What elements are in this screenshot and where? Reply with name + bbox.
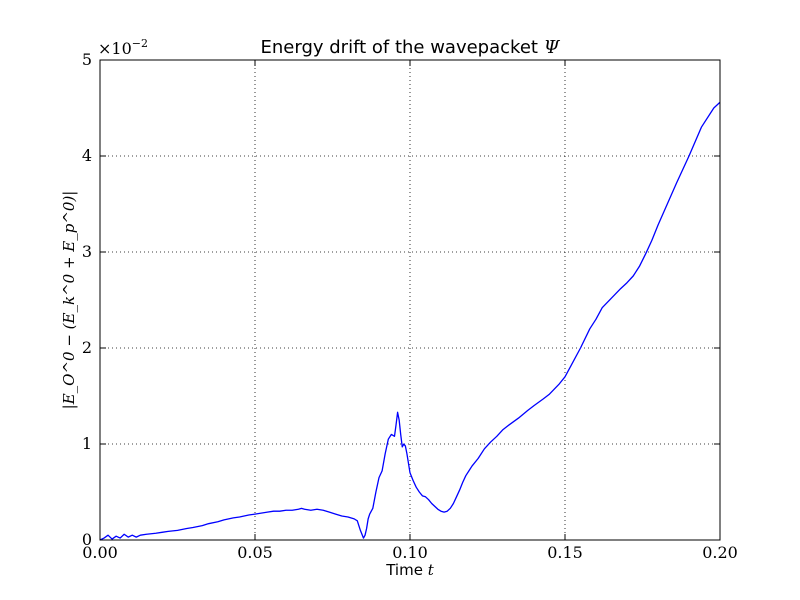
y-tick-label: 1 (82, 434, 92, 453)
grid (100, 60, 720, 540)
series-layer (99, 101, 721, 541)
x-tick-label: 0.20 (702, 543, 738, 562)
y-tick-label: 5 (82, 50, 92, 69)
y-tick-label: 2 (82, 338, 92, 357)
y-tick-label: 4 (82, 146, 92, 165)
y-axis-multiplier-exponent: −2 (132, 37, 148, 50)
y-tick-label: 3 (82, 242, 92, 261)
x-tick-label: 0.00 (82, 543, 118, 562)
x-axis-label: Time t (385, 561, 435, 579)
x-axis-symbol: t (428, 561, 435, 579)
chart-title: Energy drift of the wavepacket Ψ (261, 37, 561, 58)
x-tick-label: 0.05 (237, 543, 273, 562)
x-tick-label: 0.15 (547, 543, 583, 562)
ticks: 0.00 0.05 0.10 0.15 0.20 0 1 2 3 4 5 (82, 50, 738, 562)
y-tick-label: 0 (82, 530, 92, 549)
y-axis-multiplier: ×10−2 (98, 37, 148, 58)
title-psi-symbol: Ψ (544, 37, 561, 58)
series-line (99, 101, 721, 541)
x-tick-label: 0.10 (392, 543, 428, 562)
y-axis-label: |E_O^0 − (E_k^0 + E_p^0)| (60, 191, 78, 410)
